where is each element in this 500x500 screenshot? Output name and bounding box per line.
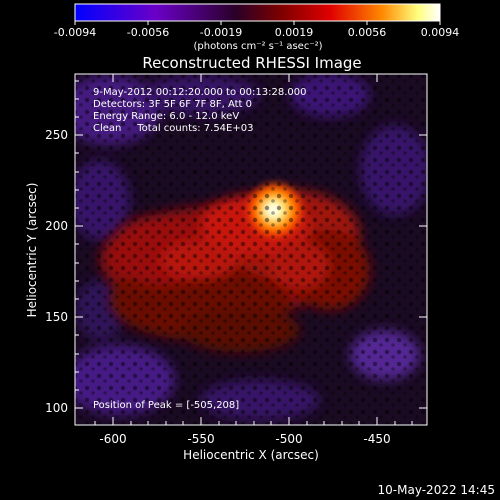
plot-frame (74, 73, 428, 426)
colorbar-unit-label: (photons cm⁻² s⁻¹ asec⁻²) (193, 41, 322, 52)
x-tick-label: -600 (99, 432, 126, 446)
timestamp: 10-May-2022 14:45 (378, 483, 495, 497)
y-axis-label: Heliocentric Y (arcsec) (25, 183, 39, 318)
colorbar-tick-label: 0.0056 (348, 26, 387, 39)
x-tick-label: -450 (363, 432, 390, 446)
x-tick-label: -550 (187, 432, 214, 446)
axis-ticks (75, 74, 427, 425)
colorbar-tick-label: -0.0056 (127, 26, 169, 39)
colorbar-tick-label: -0.0019 (200, 26, 242, 39)
colorbar-tick-label: 0.0019 (275, 26, 314, 39)
colorbar-gradient (74, 3, 441, 22)
x-axis-label: Heliocentric X (arcsec) (183, 448, 319, 462)
peak-position-label: Position of Peak = [-505,208] (93, 400, 239, 411)
colorbar-tick-label: 0.0094 (421, 26, 460, 39)
info-detectors: Detectors: 3F 5F 6F 7F 8F, Att 0 (93, 99, 252, 110)
info-annotation: 9-May-2012 00:12:20.000 to 00:13:28.000 … (93, 87, 306, 134)
colorbar: -0.0094 -0.0056 -0.0019 0.0019 0.0056 0.… (54, 3, 460, 52)
info-energy-range: Energy Range: 6.0 - 12.0 keV (93, 111, 239, 122)
y-tick-label: 150 (45, 310, 68, 324)
info-clean-counts: Clean Total counts: 7.54E+03 (93, 123, 253, 134)
colorbar-ticks (74, 21, 441, 25)
info-time-range: 9-May-2012 00:12:20.000 to 00:13:28.000 (93, 87, 306, 98)
y-tick-label: 250 (45, 128, 68, 142)
y-tick-label: 100 (45, 401, 68, 415)
y-tick-label: 200 (45, 219, 68, 233)
rhessi-image (75, 74, 427, 425)
x-tick-label: -500 (275, 432, 302, 446)
plot-title: Reconstructed RHESSI Image (142, 54, 361, 72)
colorbar-tick-label: -0.0094 (54, 26, 96, 39)
